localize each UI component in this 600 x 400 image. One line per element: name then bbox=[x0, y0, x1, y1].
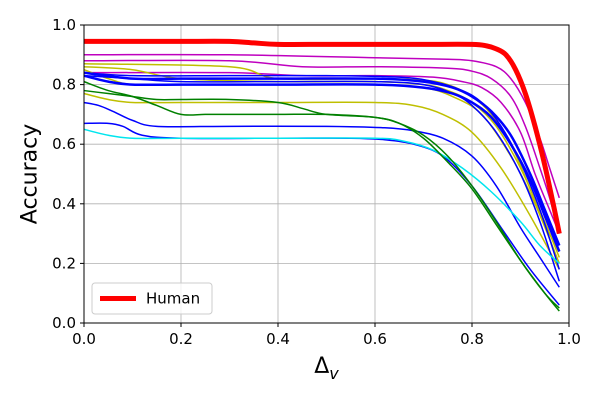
x-axis-label-symbol: Δ bbox=[314, 354, 329, 379]
x-tick-label: 1.0 bbox=[557, 330, 581, 348]
series-line-olive-4 bbox=[83, 92, 560, 270]
y-tick-label: 0.8 bbox=[52, 76, 76, 94]
series-line-blue-1 bbox=[83, 74, 561, 252]
legend-label-human: Human bbox=[146, 290, 200, 308]
legend-box bbox=[91, 282, 213, 315]
series-line-magenta-2 bbox=[83, 59, 561, 234]
series-line-blue-2 bbox=[83, 71, 561, 246]
series-line-cyan-1 bbox=[83, 128, 560, 264]
x-tick-label: 0.0 bbox=[72, 330, 96, 348]
series-line-green-2 bbox=[83, 89, 560, 309]
y-tick-label: 1.0 bbox=[52, 16, 76, 34]
series-line-human bbox=[84, 38, 562, 235]
legend: Human bbox=[91, 282, 213, 315]
series-line-olive-2 bbox=[83, 65, 560, 258]
series-lines bbox=[83, 38, 562, 312]
series-line-blue-4 bbox=[83, 74, 561, 282]
y-tick-label: 0.0 bbox=[52, 314, 76, 332]
series-line-blue-5 bbox=[83, 101, 560, 288]
y-tick-label: 0.4 bbox=[52, 195, 76, 213]
y-tick-label: 0.6 bbox=[52, 135, 76, 153]
axis-ticks: 0.0 0.2 0.4 0.6 0.8 1.0 0.0 0.2 0.4 0.6 0.8 1.0 bbox=[52, 16, 581, 348]
x-tick-label: 0.2 bbox=[169, 330, 193, 348]
series-line-blue-3 bbox=[83, 71, 561, 270]
x-axis-label-subscript: v bbox=[329, 364, 339, 383]
grid-lines bbox=[83, 24, 570, 324]
y-axis-label: Accuracy bbox=[18, 124, 43, 224]
series-line-magenta-3 bbox=[83, 71, 560, 234]
y-tick-label: 0.2 bbox=[52, 254, 76, 272]
x-tick-label: 0.8 bbox=[460, 330, 484, 348]
plot-frame bbox=[83, 24, 570, 324]
x-tick-label: 0.4 bbox=[266, 330, 290, 348]
x-tick-label: 0.6 bbox=[363, 330, 387, 348]
x-axis-label: Δv bbox=[314, 354, 339, 383]
